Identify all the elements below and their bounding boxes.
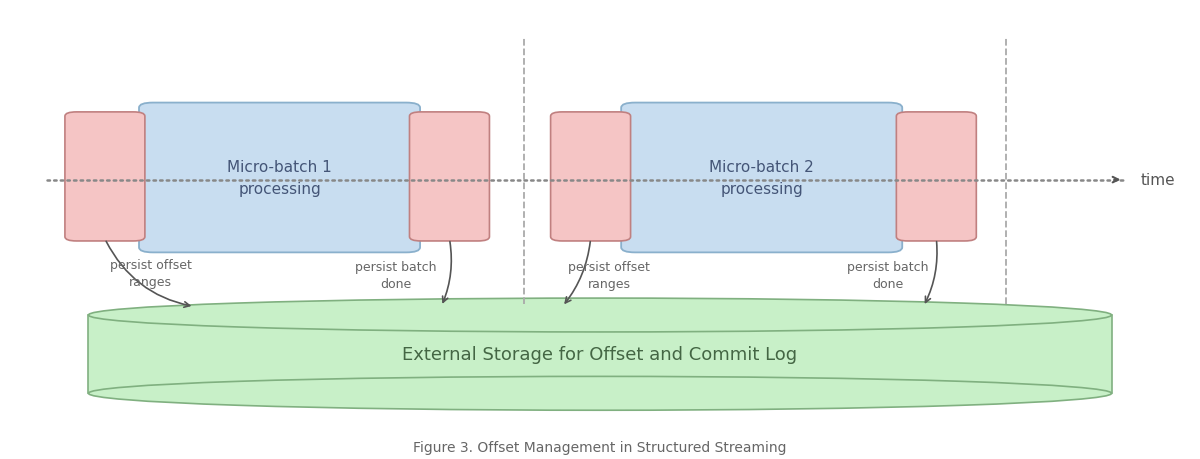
Text: Figure 3. Offset Management in Structured Streaming: Figure 3. Offset Management in Structure…	[413, 441, 787, 454]
FancyBboxPatch shape	[551, 112, 630, 241]
Text: Micro-batch 1
processing: Micro-batch 1 processing	[227, 160, 332, 196]
Polygon shape	[89, 315, 1111, 393]
Ellipse shape	[89, 376, 1111, 410]
Ellipse shape	[89, 298, 1111, 332]
Text: persist batch
done: persist batch done	[847, 260, 929, 290]
Text: time: time	[1141, 173, 1176, 188]
Text: Micro-batch 2
processing: Micro-batch 2 processing	[709, 160, 814, 196]
FancyBboxPatch shape	[139, 103, 420, 253]
Text: persist batch
done: persist batch done	[355, 260, 436, 290]
FancyBboxPatch shape	[622, 103, 902, 253]
Text: persist offset
ranges: persist offset ranges	[569, 260, 650, 290]
FancyBboxPatch shape	[65, 112, 145, 241]
Text: persist offset
ranges: persist offset ranges	[110, 258, 192, 288]
FancyBboxPatch shape	[409, 112, 490, 241]
FancyBboxPatch shape	[896, 112, 977, 241]
Text: External Storage for Offset and Commit Log: External Storage for Offset and Commit L…	[402, 346, 798, 364]
